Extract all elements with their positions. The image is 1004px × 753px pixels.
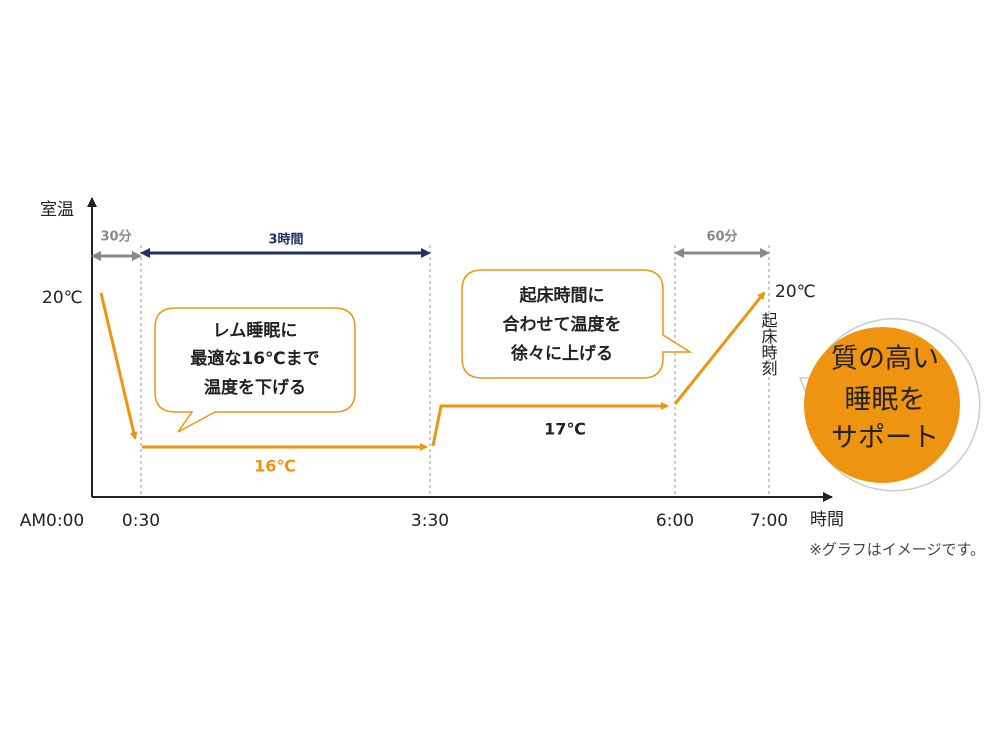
badge	[804, 327, 960, 483]
bubble-text: 温度を下げる	[204, 377, 306, 398]
badge-text: サポート	[831, 423, 939, 454]
wake-label: 起床時刻	[759, 312, 778, 377]
time-label: 7:00	[750, 511, 788, 531]
time-label: 0:30	[122, 511, 160, 531]
badge-text: 質の高い	[831, 344, 939, 375]
bubble-text: 合わせて温度を	[503, 314, 622, 335]
bubble-text: 起床時間に	[519, 285, 605, 306]
speech-bubble	[461, 269, 693, 379]
bubble-text: 最適な16℃まで	[190, 348, 319, 369]
dashed-guides	[140, 245, 770, 497]
time-label: 6:00	[656, 511, 694, 531]
temperature-label: 20℃	[775, 282, 816, 302]
y-axis-label: 室温	[40, 200, 74, 220]
time-label: 3:30	[411, 511, 449, 531]
duration-label: 3時間	[268, 232, 303, 248]
duration-label: 30分	[100, 229, 131, 245]
temperature-label: 16℃	[254, 457, 296, 476]
speech-bubble	[154, 307, 356, 433]
bubble-text: レム睡眠に	[213, 320, 298, 341]
note: ※グラフはイメージです。	[809, 541, 985, 559]
x-axis-label: 時間	[810, 510, 844, 530]
duration-label: 60分	[706, 229, 737, 245]
bubble-text: 徐々に上げる	[510, 343, 613, 364]
temperature-line	[99, 291, 766, 451]
temperature-label: 20℃	[42, 288, 83, 308]
axes	[87, 197, 833, 502]
time-label: AM0:00	[20, 511, 84, 531]
temperature-label: 17℃	[544, 420, 586, 439]
badge-text: 睡眠を	[845, 385, 926, 416]
